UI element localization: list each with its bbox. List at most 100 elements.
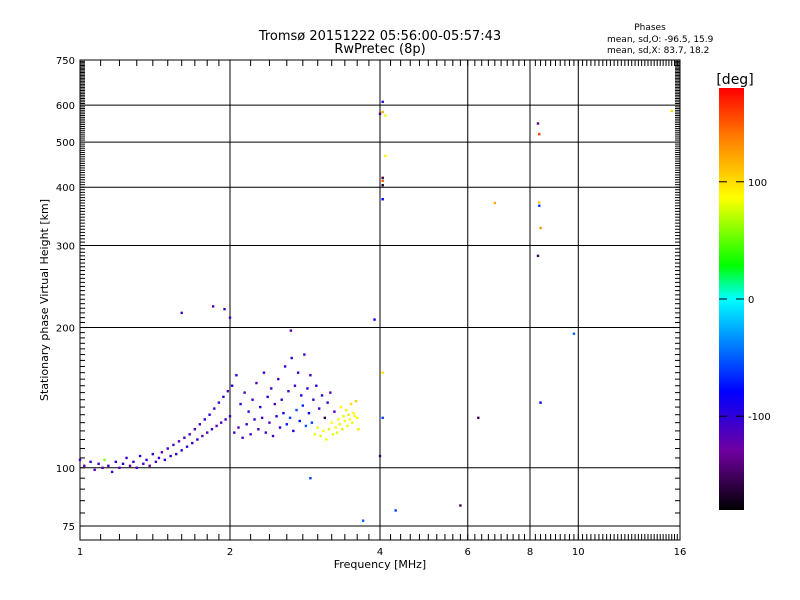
data-point [335,431,339,434]
data-point [493,201,497,205]
data-point [169,454,172,458]
data-point [201,434,204,438]
data-point [93,468,96,472]
data-point [138,454,142,458]
data-point [538,204,541,207]
data-point [313,433,317,436]
data-point [211,305,215,308]
data-point [277,377,280,381]
data-point [148,464,151,467]
data-point [539,401,542,404]
data-point [142,462,145,466]
data-point [145,458,148,462]
data-point [538,201,541,204]
x-tick-label: 6 [465,547,471,558]
y-tick-label: 75 [62,522,75,533]
data-point [228,316,232,319]
data-point [312,398,315,401]
data-point [295,408,298,412]
x-tick-label: 1 [77,547,83,558]
data-point [346,424,349,428]
data-point [300,394,303,397]
data-point [275,415,278,418]
data-point [215,424,218,428]
data-point [118,466,121,470]
data-point [89,460,92,464]
y-tick-label: 200 [56,324,75,335]
data-point [322,429,325,433]
data-point [132,460,135,464]
data-point [83,464,86,467]
data-point [339,405,343,409]
data-point [271,434,275,438]
data-point [268,421,271,424]
y-tick-label: 100 [56,464,75,475]
data-point [172,443,175,447]
data-point [125,456,128,460]
data-point [670,109,673,113]
data-point [310,421,314,424]
data-point [301,404,305,407]
data-point [205,431,209,434]
stats-heading: Phases [634,23,666,33]
data-point [78,458,82,462]
data-point [237,426,240,429]
data-point [198,423,202,426]
data-point [101,466,104,470]
data-point [251,398,254,401]
y-tick-label: 600 [56,101,75,112]
data-point [293,384,297,387]
data-point [381,110,384,114]
data-point [157,456,161,460]
data-point [349,402,353,406]
data-point [296,371,300,374]
data-point [325,438,328,441]
data-point [259,405,262,409]
data-point [477,416,480,420]
data-point [352,411,355,415]
chart-title: Tromsø 20151222 05:56:00-05:57:43 [258,29,501,44]
data-point [203,418,206,421]
colorbar-tick-label: 100 [748,178,767,189]
data-point [338,423,341,426]
data-point [283,365,287,368]
grid-lines [80,59,680,540]
data-point [357,428,360,431]
data-point [243,391,246,394]
data-point [196,438,199,441]
data-point [309,476,312,480]
data-point [381,371,384,374]
data-point [280,398,283,401]
data-point [323,416,327,420]
x-tick-labels: 1 2 4 6 8 10 16 [77,547,687,558]
data-point [163,458,167,462]
x-tick-label: 10 [572,547,585,558]
data-point [536,254,540,258]
data-point [193,428,197,431]
data-point [539,226,542,230]
data-point [290,356,293,360]
data-point [304,424,308,428]
data-point [245,423,248,426]
data-point [459,504,462,507]
x-axis-label: Frequency [MHz] [334,558,426,571]
data-point [292,429,295,433]
data-point [257,428,260,431]
data-point [262,371,266,374]
colorbar-tick-label: -100 [748,412,771,423]
data-point [121,462,125,466]
data-point [110,470,114,474]
y-tick-labels: 75 100 200 300 400 500 600 750 [56,56,75,533]
data-point [351,421,354,424]
data-point [264,431,268,434]
data-point [337,418,340,421]
y-tick-label: 500 [56,138,75,149]
y-tick-label: 300 [56,241,75,252]
data-point [343,419,347,423]
data-point [333,410,336,413]
data-point [330,421,333,424]
data-point [213,407,216,410]
data-point [381,176,384,180]
data-point [288,416,292,420]
x-tick-label: 2 [227,547,233,558]
